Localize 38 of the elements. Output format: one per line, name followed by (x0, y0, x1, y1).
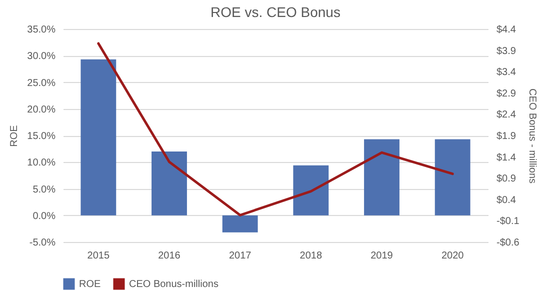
y-tick-label: 20.0% (27, 104, 56, 116)
bar (293, 165, 329, 216)
y2-tick-label: $0.9 (496, 174, 516, 185)
legend-label: ROE (79, 279, 101, 290)
y2-tick-label: $2.4 (496, 110, 516, 121)
y-tick-label: 5.0% (32, 184, 56, 196)
bar (434, 139, 470, 216)
y-tick-label: 25.0% (27, 78, 56, 89)
y2-tick-label: -$0.6 (496, 238, 520, 248)
y2-axis-title: CEO Bonus - millions (526, 88, 538, 184)
y2-tick-label: $4.4 (496, 24, 516, 36)
y2-tick-label: -$0.1 (496, 216, 520, 228)
y2-tick-label: $2.9 (496, 88, 516, 100)
chart-title: ROE vs. CEO Bonus (210, 4, 340, 20)
y-tick-label: 35.0% (27, 24, 56, 36)
legend-label: CEO Bonus-millions (129, 279, 218, 290)
y2-tick-label: $3.4 (496, 67, 516, 78)
y2-tick-label: $0.4 (496, 194, 516, 206)
y2-tick-label: $1.9 (496, 131, 516, 142)
x-tick-label: 2019 (370, 250, 394, 262)
y-tick-label: 0.0% (32, 210, 56, 222)
y-tick-label: -5.0% (29, 238, 56, 248)
bar (364, 139, 400, 216)
line-series (97, 42, 454, 216)
y-tick-label: 15.0% (27, 131, 56, 142)
y-tick-label: 10.0% (27, 158, 56, 169)
bar (80, 59, 116, 216)
bar (222, 215, 258, 232)
x-tick-label: 2018 (300, 250, 322, 262)
y-tick-label: 30.0% (27, 51, 56, 62)
x-tick-label: 2016 (158, 250, 181, 262)
x-tick-label: 2015 (87, 250, 110, 262)
y2-tick-label: $3.9 (496, 46, 516, 57)
bar (152, 151, 187, 216)
x-tick-label: 2017 (228, 250, 252, 262)
y-axis-title: ROE (9, 124, 20, 147)
y2-tick-label: $1.4 (496, 152, 516, 164)
x-tick-label: 2020 (441, 250, 464, 262)
